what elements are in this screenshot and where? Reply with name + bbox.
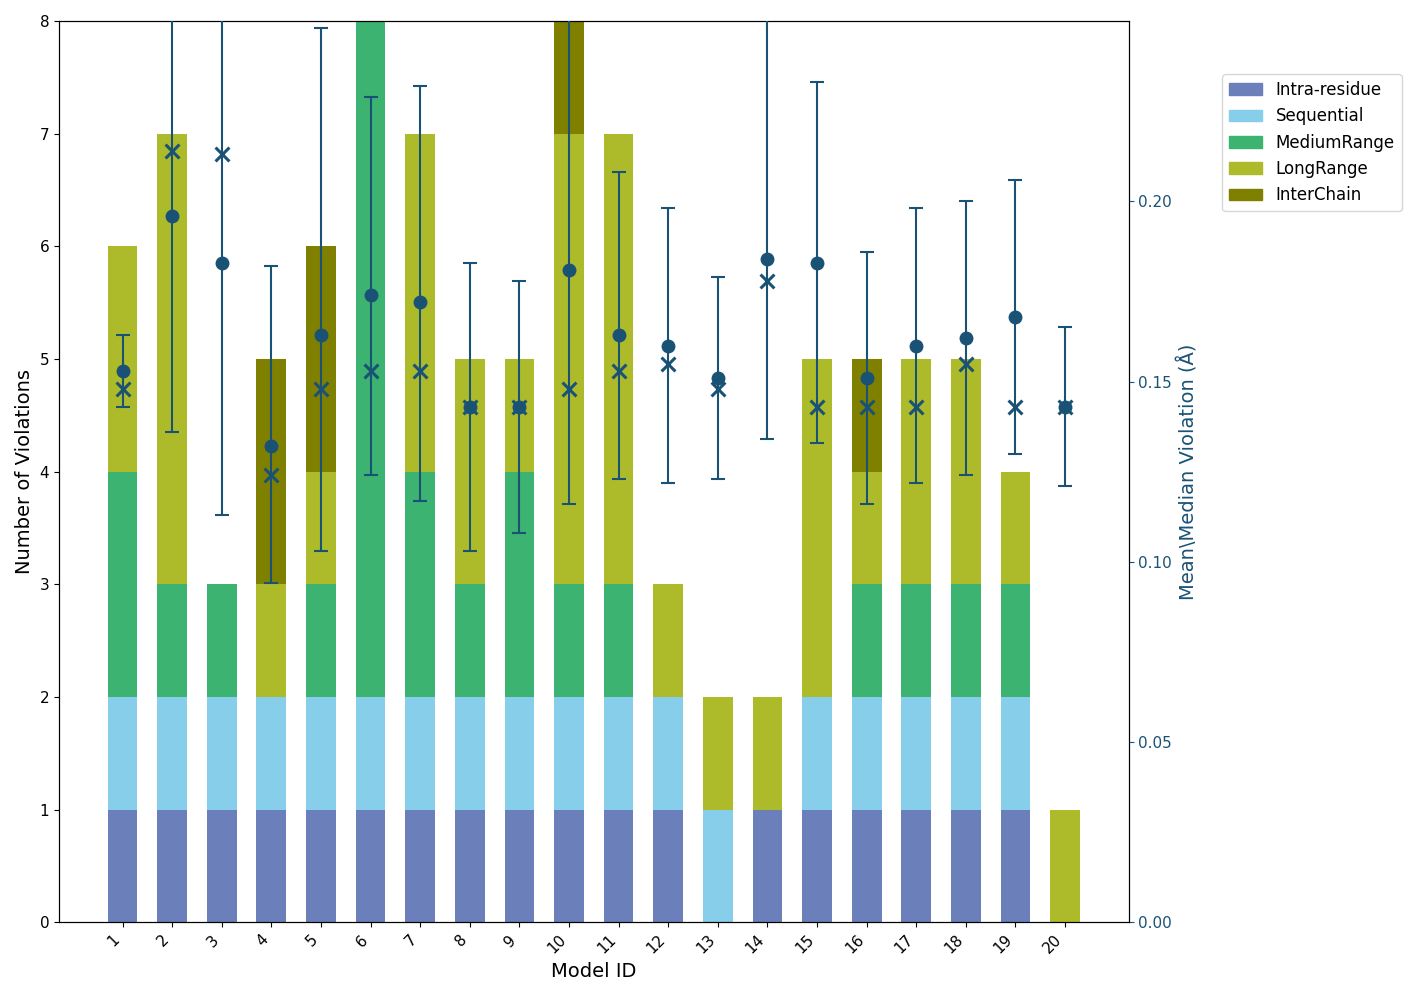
Bar — [257, 585, 287, 697]
Bar — [851, 472, 881, 585]
Point — [607, 363, 630, 378]
Bar — [158, 810, 187, 922]
Bar — [1000, 697, 1030, 810]
Bar — [406, 133, 436, 472]
Point — [309, 380, 332, 396]
Legend: Intra-residue, Sequential, MediumRange, LongRange, InterChain: Intra-residue, Sequential, MediumRange, … — [1222, 75, 1402, 211]
Bar — [158, 133, 187, 585]
Bar — [653, 697, 683, 810]
Point — [359, 363, 382, 378]
Bar — [455, 585, 485, 697]
Bar — [108, 472, 138, 697]
Bar — [207, 585, 237, 697]
Bar — [901, 697, 931, 810]
Bar — [802, 359, 832, 697]
Bar — [108, 246, 138, 472]
Bar — [553, 810, 583, 922]
Bar — [553, 585, 583, 697]
Bar — [802, 697, 832, 810]
Bar — [307, 585, 336, 697]
Bar — [406, 810, 436, 922]
Bar — [1000, 810, 1030, 922]
Bar — [603, 585, 633, 697]
Bar — [653, 810, 683, 922]
Bar — [406, 697, 436, 810]
Point — [856, 398, 878, 414]
Bar — [257, 697, 287, 810]
Bar — [851, 585, 881, 697]
Bar — [455, 359, 485, 585]
Bar — [505, 472, 535, 697]
Point — [409, 363, 431, 378]
Bar — [802, 810, 832, 922]
Bar — [307, 472, 336, 585]
Bar — [653, 585, 683, 697]
Bar — [1000, 585, 1030, 697]
Point — [806, 398, 829, 414]
Bar — [257, 359, 287, 585]
Bar — [553, 21, 583, 133]
Bar — [108, 810, 138, 922]
Bar — [455, 810, 485, 922]
Point — [260, 467, 282, 483]
Bar — [207, 697, 237, 810]
Bar — [356, 810, 386, 922]
X-axis label: Model ID: Model ID — [551, 962, 637, 981]
Bar — [108, 697, 138, 810]
Bar — [901, 359, 931, 585]
Bar — [505, 697, 535, 810]
Bar — [851, 359, 881, 472]
Y-axis label: Number of Violations: Number of Violations — [16, 370, 34, 575]
Point — [756, 273, 779, 289]
Bar — [702, 810, 732, 922]
Bar — [356, 0, 386, 21]
Point — [508, 398, 531, 414]
Bar — [406, 472, 436, 697]
Bar — [307, 246, 336, 472]
Y-axis label: Mean\Median Violation (Å): Mean\Median Violation (Å) — [1178, 344, 1199, 600]
Bar — [603, 810, 633, 922]
Bar — [505, 810, 535, 922]
Bar — [356, 697, 386, 810]
Bar — [158, 585, 187, 697]
Bar — [951, 810, 981, 922]
Bar — [207, 810, 237, 922]
Bar — [901, 585, 931, 697]
Point — [1005, 398, 1027, 414]
Bar — [901, 810, 931, 922]
Point — [111, 380, 133, 396]
Bar — [752, 810, 782, 922]
Bar — [257, 810, 287, 922]
Bar — [1050, 810, 1080, 922]
Point — [955, 356, 978, 372]
Bar — [455, 697, 485, 810]
Bar — [851, 810, 881, 922]
Bar — [951, 359, 981, 585]
Point — [210, 146, 233, 162]
Bar — [951, 585, 981, 697]
Bar — [553, 697, 583, 810]
Point — [160, 142, 183, 158]
Bar — [553, 133, 583, 585]
Bar — [1000, 472, 1030, 585]
Bar — [951, 697, 981, 810]
Bar — [307, 810, 336, 922]
Point — [657, 356, 680, 372]
Bar — [505, 359, 535, 472]
Point — [905, 398, 928, 414]
Point — [558, 380, 580, 396]
Bar — [603, 697, 633, 810]
Bar — [752, 697, 782, 810]
Bar — [307, 697, 336, 810]
Bar — [851, 697, 881, 810]
Point — [458, 398, 481, 414]
Point — [707, 380, 729, 396]
Bar — [603, 133, 633, 585]
Point — [1054, 398, 1077, 414]
Bar — [702, 697, 732, 810]
Bar — [158, 697, 187, 810]
Bar — [356, 21, 386, 697]
